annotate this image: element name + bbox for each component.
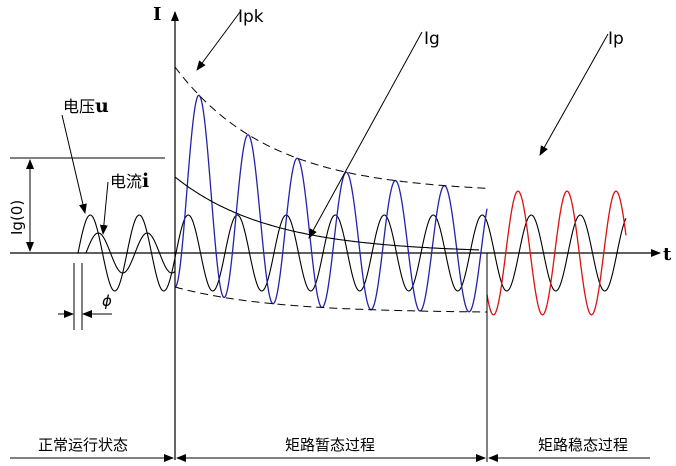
- current-label: 电流i: [110, 170, 149, 192]
- ipk-label: Ipk: [238, 7, 264, 27]
- upper-envelope: [174, 66, 488, 189]
- lower-envelope: [174, 286, 487, 313]
- ig-label: Ig: [424, 29, 440, 49]
- transient-current-wave: [174, 94, 488, 313]
- ipk-leader: [196, 11, 241, 71]
- voltage-wave: [77, 214, 627, 292]
- phase-label: ϕ: [102, 292, 112, 310]
- stage-transient-label: 矩路暂态过程: [285, 436, 375, 454]
- dc-component-curve: [174, 176, 480, 251]
- y-axis-label: I: [153, 4, 161, 25]
- ip-label: Ip: [608, 29, 624, 49]
- stage-steady-label: 矩路稳态过程: [538, 436, 628, 454]
- ig0-label: Ig(0): [8, 200, 26, 235]
- x-axis-label: t: [663, 244, 672, 265]
- voltage-leader: [61, 114, 87, 214]
- steady-current-wave: [486, 190, 627, 316]
- ip-leader: [539, 33, 609, 156]
- current-leader: [99, 181, 109, 235]
- voltage-label: 电压u: [63, 95, 109, 117]
- stage-normal-label: 正常运行状态: [38, 436, 128, 454]
- ig-leader: [308, 31, 423, 239]
